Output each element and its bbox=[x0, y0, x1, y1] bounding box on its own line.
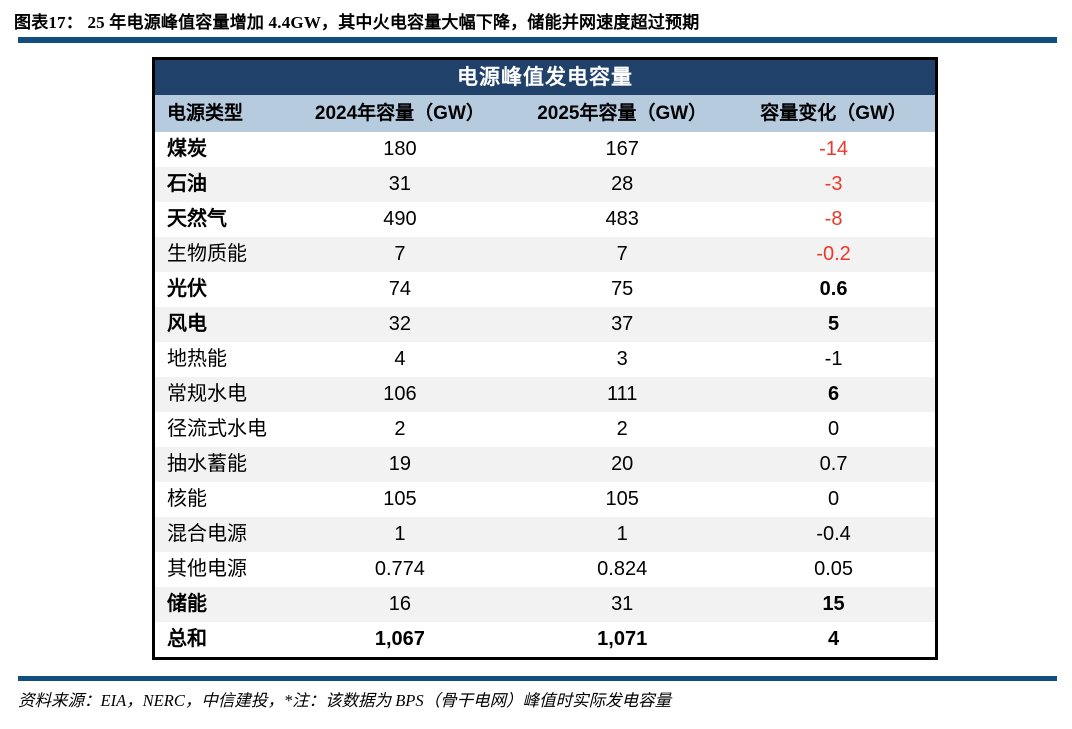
cell-2024-capacity: 0.774 bbox=[374, 558, 425, 580]
cell-source-type: 天然气 bbox=[167, 208, 227, 230]
cell-2024-capacity: 2 bbox=[394, 418, 406, 440]
cell-source-type: 石油 bbox=[167, 173, 207, 195]
cell-source-type: 地热能 bbox=[167, 348, 227, 370]
column-header-2024-capacity: 2024年容量（GW） bbox=[314, 103, 485, 124]
cell-source-type: 混合电源 bbox=[167, 523, 247, 545]
table-row: 核能 105 105 0 bbox=[155, 482, 935, 517]
cell-2025-capacity: 28 bbox=[611, 173, 634, 195]
table-row: 生物质能 7 7 -0.2 bbox=[155, 237, 935, 272]
cell-2025-capacity: 2 bbox=[616, 418, 628, 440]
table-row: 其他电源 0.774 0.824 0.05 bbox=[155, 552, 935, 587]
cell-2024-capacity: 105 bbox=[383, 488, 417, 510]
footer-divider-rule bbox=[18, 676, 1057, 681]
table-row: 风电 32 37 5 bbox=[155, 307, 935, 342]
cell-2025-capacity: 75 bbox=[611, 278, 634, 300]
cell-2025-capacity: 111 bbox=[606, 383, 638, 405]
cell-capacity-change: 0.6 bbox=[819, 278, 848, 300]
cell-source-type: 其他电源 bbox=[167, 558, 247, 580]
cell-capacity-change: 0.7 bbox=[819, 453, 848, 475]
table-row: 石油 31 28 -3 bbox=[155, 167, 935, 202]
cell-2025-capacity: 7 bbox=[616, 243, 628, 265]
table-header-row: 电源类型 2024年容量（GW） 2025年容量（GW） 容量变化（GW） bbox=[155, 95, 935, 132]
cell-2025-capacity: 37 bbox=[611, 313, 634, 335]
cell-2024-capacity: 31 bbox=[388, 173, 412, 195]
cell-2024-capacity: 106 bbox=[383, 383, 417, 405]
cell-2024-capacity: 7 bbox=[394, 243, 406, 265]
cell-2024-capacity: 19 bbox=[388, 453, 412, 475]
cell-capacity-change: -8 bbox=[824, 208, 843, 230]
cell-capacity-change: 0 bbox=[828, 488, 840, 510]
table-title: 电源峰值发电容量 bbox=[155, 60, 935, 95]
cell-capacity-change: 0 bbox=[828, 418, 840, 440]
cell-source-type: 径流式水电 bbox=[167, 418, 267, 440]
cell-capacity-change: 6 bbox=[828, 383, 840, 405]
cell-2025-capacity: 0.824 bbox=[597, 558, 648, 580]
cell-2025-capacity: 105 bbox=[605, 488, 639, 510]
cell-2025-capacity: 1,071 bbox=[597, 628, 648, 650]
cell-source-type: 光伏 bbox=[167, 278, 207, 300]
table-row: 抽水蓄能 19 20 0.7 bbox=[155, 447, 935, 482]
cell-2024-capacity: 1,067 bbox=[374, 628, 425, 650]
cell-source-type: 储能 bbox=[167, 593, 207, 615]
cell-source-type: 抽水蓄能 bbox=[167, 453, 247, 475]
figure-title: 图表17： 25 年电源峰值容量增加 4.4GW，其中火电容量大幅下降，储能并网… bbox=[14, 13, 700, 32]
source-note: 资料来源：EIA，NERC，中信建投，*注：该数据为 BPS（骨干电网）峰值时实… bbox=[18, 691, 672, 710]
table-row: 储能 16 31 15 bbox=[155, 587, 935, 622]
cell-2025-capacity: 20 bbox=[611, 453, 634, 475]
cell-2024-capacity: 180 bbox=[383, 138, 417, 160]
cell-capacity-change: -14 bbox=[819, 138, 849, 160]
cell-2024-capacity: 74 bbox=[388, 278, 412, 300]
cell-capacity-change: 4 bbox=[828, 628, 840, 650]
cell-2024-capacity: 32 bbox=[388, 313, 412, 335]
cell-2025-capacity: 167 bbox=[605, 138, 639, 160]
table-row: 常规水电 106 111 6 bbox=[155, 377, 935, 412]
table-row: 总和 1,067 1,071 4 bbox=[155, 622, 935, 657]
cell-capacity-change: -3 bbox=[824, 173, 843, 195]
cell-2024-capacity: 16 bbox=[388, 593, 412, 615]
cell-2025-capacity: 31 bbox=[611, 593, 634, 615]
column-header-capacity-change: 容量变化（GW） bbox=[760, 103, 907, 124]
cell-source-type: 风电 bbox=[167, 313, 207, 335]
cell-source-type: 生物质能 bbox=[167, 243, 247, 265]
cell-capacity-change: -1 bbox=[824, 348, 843, 370]
table-row: 煤炭 180 167 -14 bbox=[155, 132, 935, 167]
cell-2025-capacity: 3 bbox=[616, 348, 628, 370]
column-header-2025-capacity: 2025年容量（GW） bbox=[537, 103, 708, 124]
cell-capacity-change: 15 bbox=[822, 593, 845, 615]
table-row: 地热能 4 3 -1 bbox=[155, 342, 935, 377]
cell-source-type: 常规水电 bbox=[167, 383, 247, 405]
cell-source-type: 总和 bbox=[167, 628, 207, 650]
table-body: 煤炭 180 167 -14 石油 31 28 -3 天然气 490 483 -8 生物质能 7 7 -0.2… bbox=[155, 132, 935, 657]
cell-capacity-change: -0.2 bbox=[816, 243, 851, 265]
column-header-source-type: 电源类型 bbox=[167, 103, 244, 124]
cell-2025-capacity: 483 bbox=[605, 208, 639, 230]
cell-2024-capacity: 1 bbox=[394, 523, 406, 545]
cell-source-type: 煤炭 bbox=[167, 138, 207, 160]
table-row: 光伏 74 75 0.6 bbox=[155, 272, 935, 307]
cell-capacity-change: 5 bbox=[828, 313, 840, 335]
table-row: 天然气 490 483 -8 bbox=[155, 202, 935, 237]
cell-2024-capacity: 4 bbox=[394, 348, 406, 370]
cell-source-type: 核能 bbox=[167, 488, 207, 510]
table-row: 混合电源 1 1 -0.4 bbox=[155, 517, 935, 552]
cell-2024-capacity: 490 bbox=[383, 208, 417, 230]
peak-capacity-table: 电源峰值发电容量 电源类型 2024年容量（GW） 2025年容量（GW） 容量… bbox=[152, 57, 938, 660]
cell-capacity-change: 0.05 bbox=[814, 558, 854, 580]
title-divider-rule bbox=[18, 37, 1057, 43]
cell-capacity-change: -0.4 bbox=[816, 523, 851, 545]
cell-2025-capacity: 1 bbox=[616, 523, 628, 545]
table-row: 径流式水电 2 2 0 bbox=[155, 412, 935, 447]
